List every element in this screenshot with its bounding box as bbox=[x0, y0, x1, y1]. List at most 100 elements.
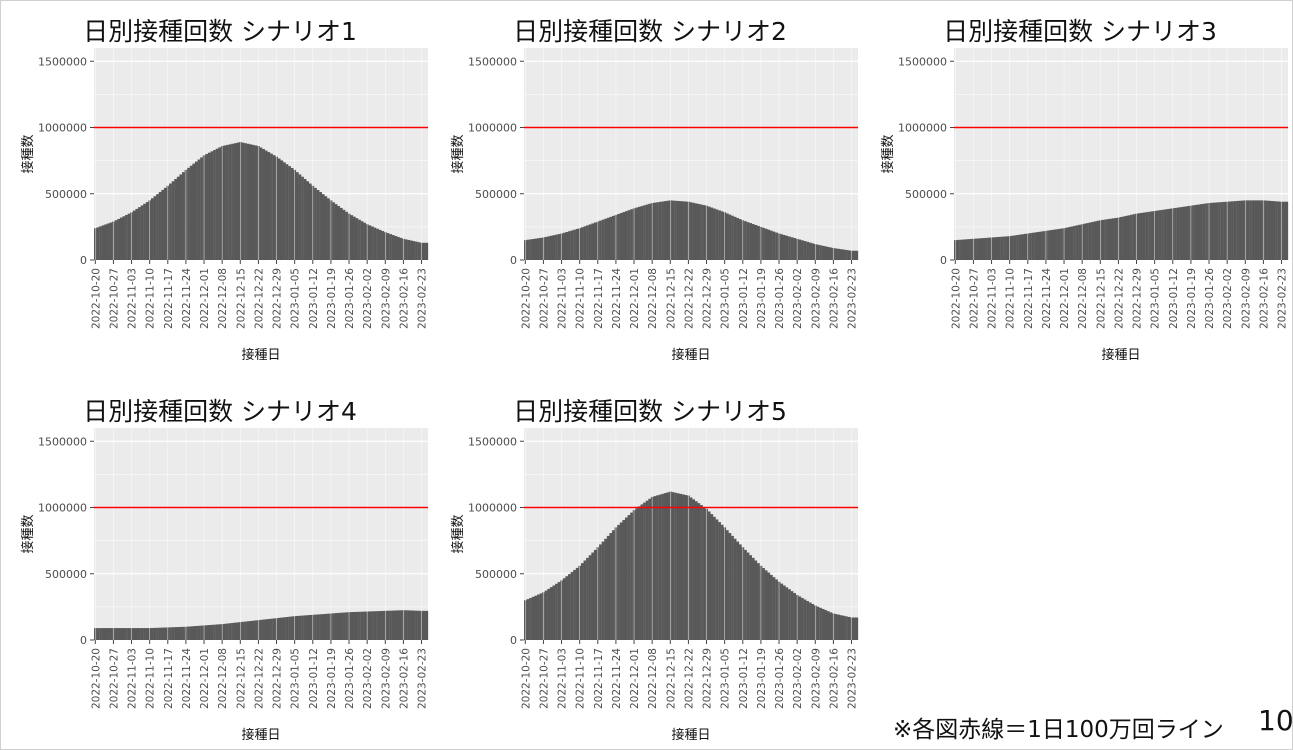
bar bbox=[345, 211, 348, 260]
bar bbox=[1093, 221, 1097, 260]
bar bbox=[270, 618, 273, 640]
bar bbox=[806, 601, 809, 640]
bar bbox=[982, 238, 986, 260]
bar bbox=[845, 249, 848, 260]
bar bbox=[679, 493, 683, 640]
bar bbox=[837, 248, 841, 260]
bar bbox=[1228, 201, 1232, 260]
bar bbox=[153, 196, 157, 260]
bar bbox=[1057, 228, 1061, 260]
bar bbox=[689, 202, 693, 260]
x-tick-label: 2022-12-01 bbox=[199, 268, 211, 329]
bar bbox=[573, 569, 576, 640]
bar bbox=[109, 628, 113, 640]
x-tick-label: 2022-10-20 bbox=[520, 648, 532, 709]
x-tick-label: 2023-01-12 bbox=[308, 268, 320, 329]
bar bbox=[417, 242, 421, 260]
x-tick-label: 2022-12-29 bbox=[702, 268, 714, 329]
bar bbox=[179, 626, 183, 640]
x-tick-label: 2023-01-05 bbox=[290, 648, 302, 709]
bar bbox=[674, 200, 677, 260]
bar bbox=[233, 622, 237, 640]
bar bbox=[1047, 230, 1050, 260]
bar bbox=[555, 583, 558, 640]
x-axis-label: 接種日 bbox=[671, 347, 710, 360]
bar bbox=[1238, 200, 1242, 260]
chart-svg: 0 500000 1000000 1500000 2022-10-20 2022-10-2… bbox=[450, 428, 859, 740]
bar bbox=[135, 208, 139, 260]
bar bbox=[334, 204, 338, 260]
bar bbox=[99, 226, 102, 260]
bar bbox=[254, 620, 258, 640]
bar bbox=[798, 596, 802, 640]
bar bbox=[692, 499, 696, 640]
bar bbox=[1137, 213, 1141, 260]
bar bbox=[627, 210, 631, 260]
bar bbox=[1145, 212, 1149, 260]
bar bbox=[156, 627, 159, 640]
bar bbox=[531, 596, 535, 640]
bar bbox=[301, 176, 304, 260]
bar bbox=[811, 604, 815, 640]
bar bbox=[339, 207, 343, 260]
bar bbox=[205, 625, 209, 640]
bar bbox=[656, 202, 659, 260]
bar bbox=[207, 152, 211, 260]
bar bbox=[593, 222, 597, 260]
bar bbox=[757, 225, 760, 260]
bar bbox=[656, 495, 659, 640]
bar bbox=[1150, 211, 1154, 260]
bar bbox=[565, 231, 569, 260]
bar bbox=[342, 612, 346, 640]
chart-panel-1: 日別接種回数 シナリオ1 0 500000 1000000 1500000 2022-1… bbox=[10, 0, 430, 360]
x-tick-label: 2022-11-10 bbox=[575, 648, 587, 709]
bar bbox=[1130, 214, 1133, 260]
bar bbox=[645, 204, 649, 260]
bar bbox=[210, 624, 214, 640]
bar bbox=[1158, 210, 1162, 260]
bar bbox=[1091, 221, 1094, 260]
x-axis-label: 接種日 bbox=[241, 727, 280, 740]
x-tick-label: 2022-12-08 bbox=[217, 268, 229, 329]
x-tick-label: 2023-01-05 bbox=[720, 648, 732, 709]
bar bbox=[601, 219, 605, 260]
x-tick-label: 2022-10-20 bbox=[90, 268, 102, 329]
bar bbox=[658, 494, 662, 640]
bar bbox=[241, 142, 245, 260]
bar bbox=[801, 597, 804, 640]
chart-title: 日別接種回数 シナリオ4 bbox=[83, 397, 357, 426]
bar bbox=[182, 172, 185, 260]
bar bbox=[109, 222, 113, 260]
bar bbox=[549, 235, 553, 260]
bar bbox=[829, 612, 833, 640]
bar bbox=[718, 210, 721, 260]
bar bbox=[163, 627, 167, 640]
bar bbox=[1199, 204, 1203, 260]
bar bbox=[218, 147, 222, 260]
bar bbox=[277, 617, 281, 640]
chart-svg: 0 500000 1000000 1500000 2022-10-20 2022-10-2… bbox=[20, 428, 429, 740]
bar bbox=[283, 617, 286, 640]
bar bbox=[316, 614, 320, 640]
bar bbox=[811, 243, 815, 260]
bar bbox=[671, 492, 675, 640]
bar bbox=[378, 611, 382, 640]
bar bbox=[1231, 201, 1234, 260]
bar bbox=[617, 214, 620, 260]
bar bbox=[852, 250, 856, 260]
bar bbox=[407, 239, 411, 260]
bar bbox=[114, 628, 118, 640]
x-tick-label: 2022-12-15 bbox=[235, 268, 247, 329]
bar bbox=[174, 627, 178, 640]
bar bbox=[736, 217, 740, 260]
x-tick-label: 2023-02-09 bbox=[380, 268, 392, 329]
page-number: 10 bbox=[1258, 704, 1293, 737]
bar bbox=[821, 245, 825, 260]
bar bbox=[1155, 210, 1159, 260]
bar bbox=[1078, 224, 1082, 260]
bar bbox=[700, 505, 703, 640]
bar bbox=[959, 239, 962, 260]
bar bbox=[1114, 217, 1118, 260]
bar bbox=[233, 143, 237, 260]
bar bbox=[619, 522, 623, 640]
